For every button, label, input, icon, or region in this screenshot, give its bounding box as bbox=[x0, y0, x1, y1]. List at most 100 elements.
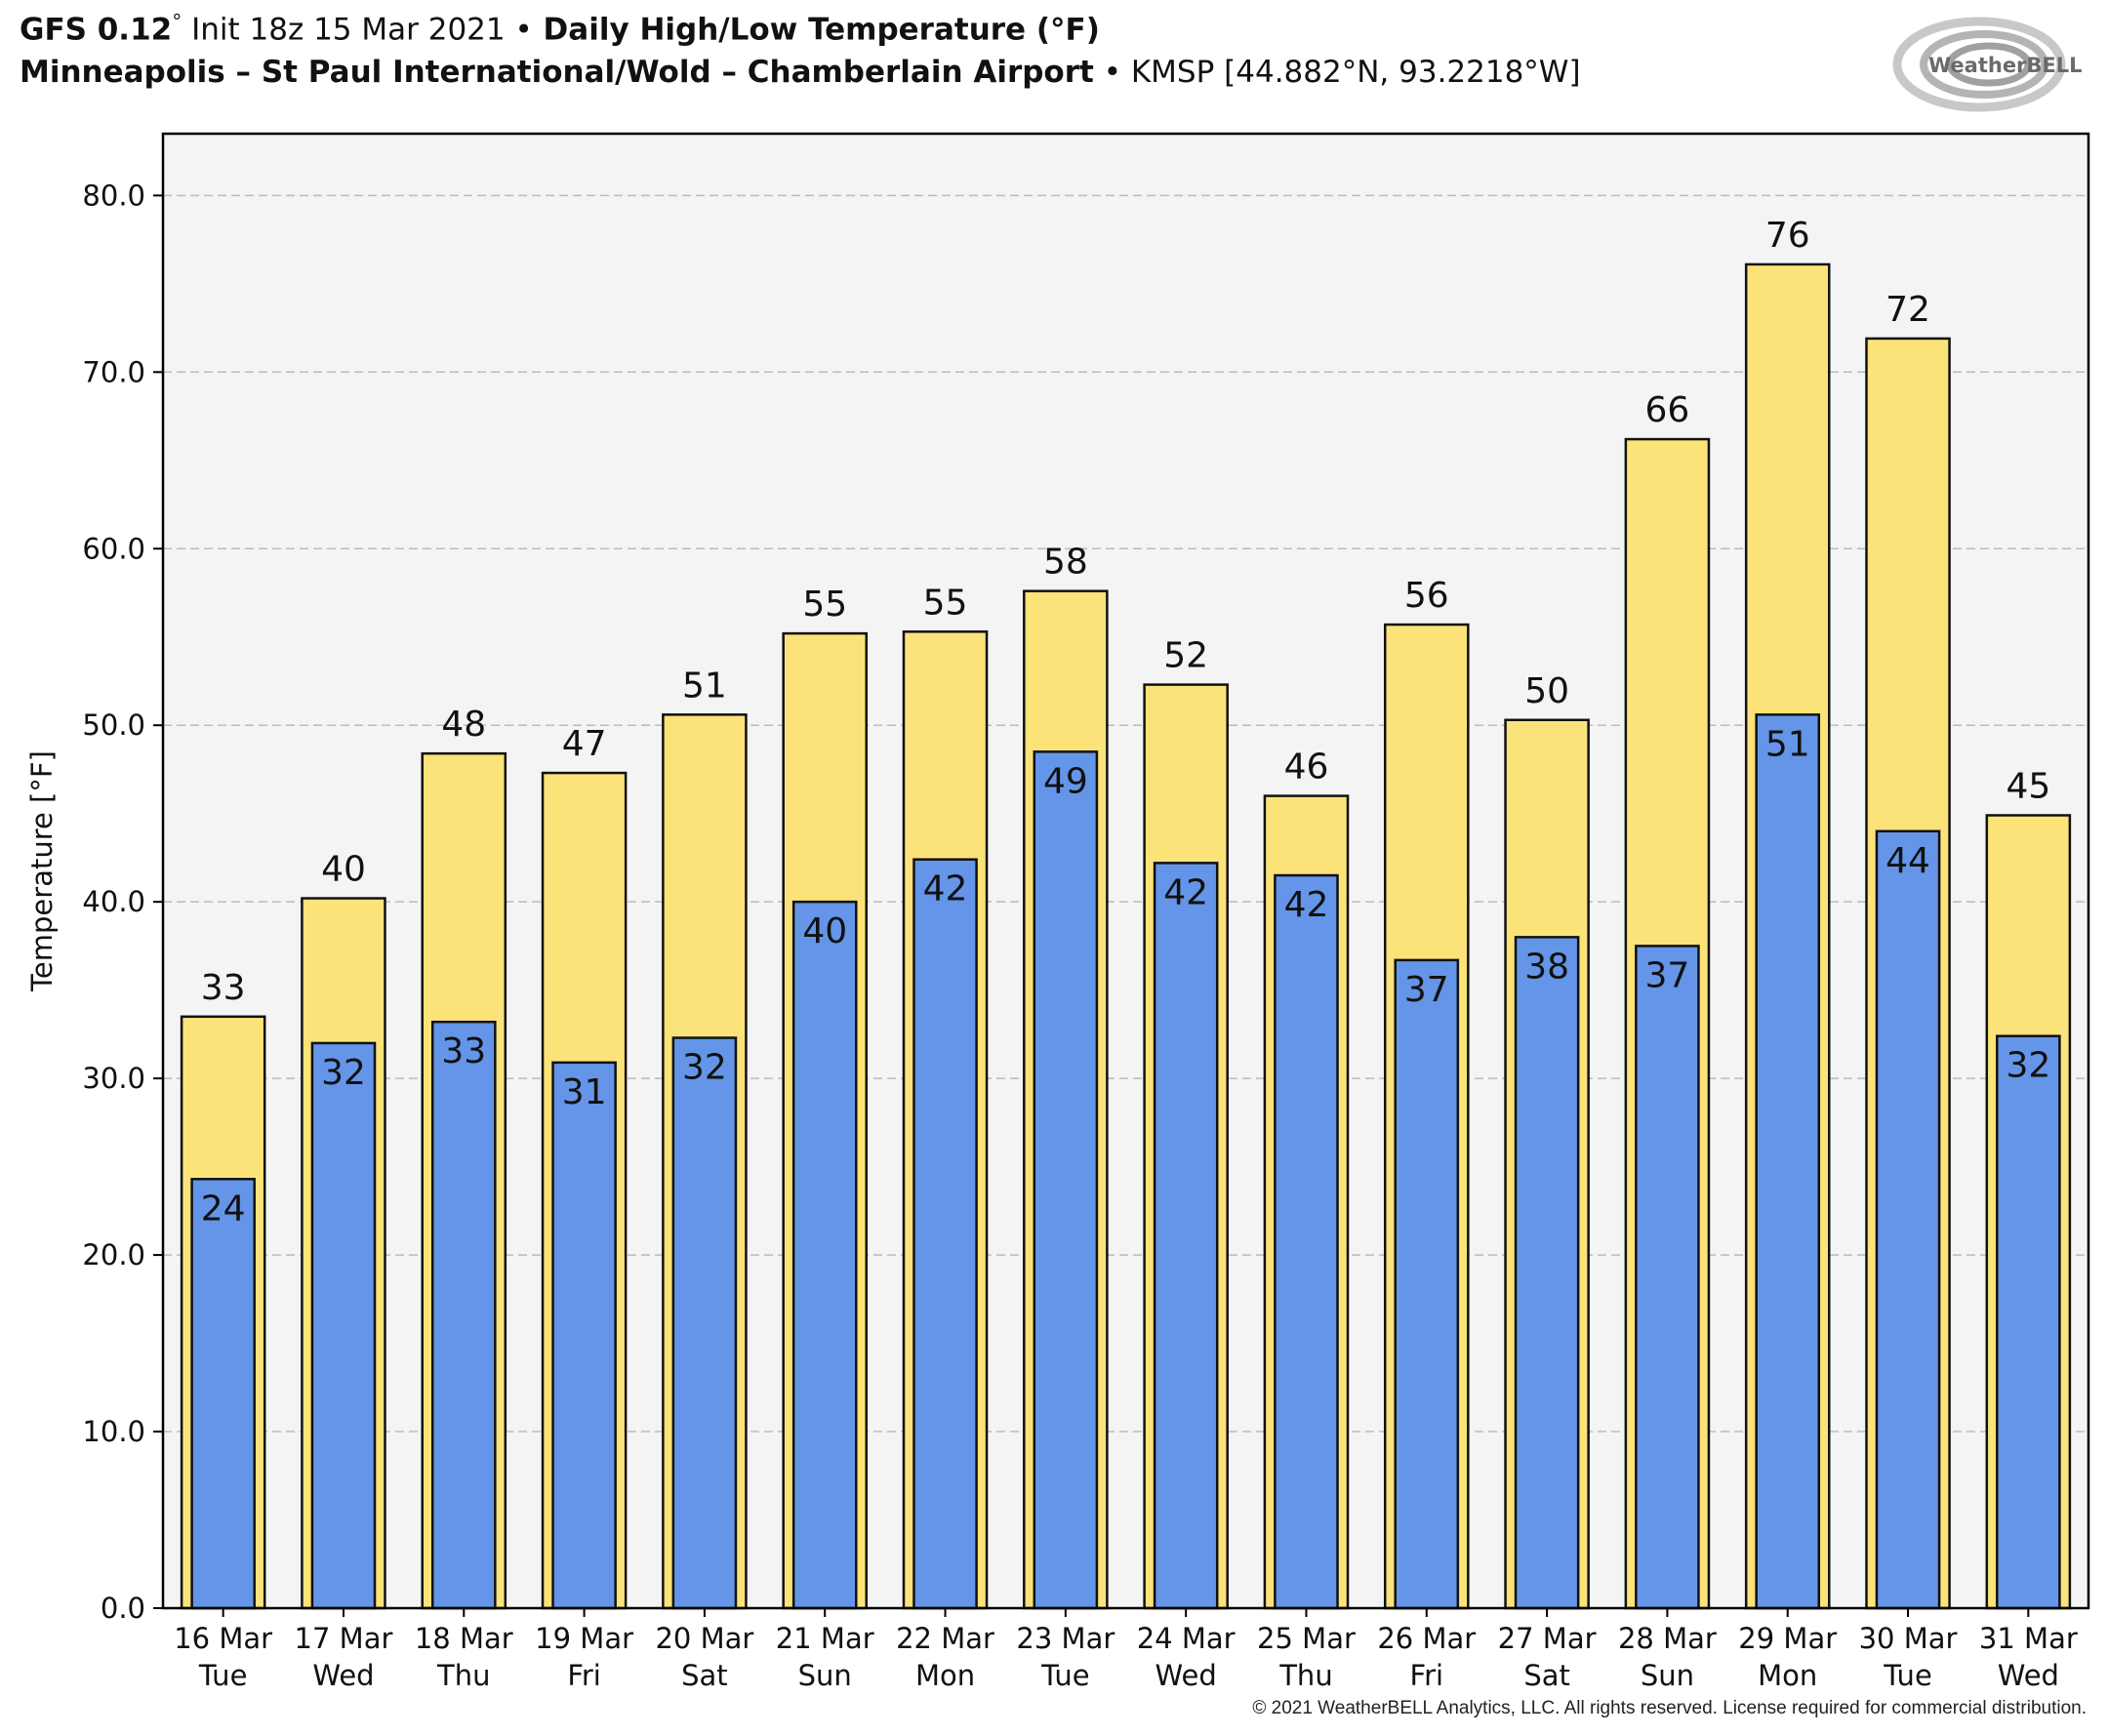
high-temp-label: 55 bbox=[802, 585, 847, 625]
y-tick-label: 30.0 bbox=[82, 1062, 145, 1095]
x-tick-day: Mon bbox=[1758, 1659, 1817, 1692]
low-temp-bar bbox=[430, 1020, 497, 1610]
high-temp-label: 40 bbox=[321, 850, 366, 890]
x-tick-day: Wed bbox=[1998, 1659, 2059, 1692]
low-temp-label: 37 bbox=[1404, 970, 1449, 1010]
low-temp-label: 31 bbox=[562, 1072, 607, 1112]
x-tick-date: 25 Mar bbox=[1257, 1622, 1356, 1655]
low-temp-bar bbox=[1755, 713, 1821, 1610]
x-tick-day: Thu bbox=[436, 1659, 490, 1692]
y-tick-label: 0.0 bbox=[101, 1592, 145, 1625]
x-tick-day: Tue bbox=[198, 1659, 248, 1692]
high-temp-label: 47 bbox=[562, 724, 607, 764]
x-tick-day: Wed bbox=[312, 1659, 374, 1692]
high-temp-label: 33 bbox=[201, 968, 246, 1008]
x-tick-date: 26 Mar bbox=[1377, 1622, 1476, 1655]
low-temp-bar bbox=[1394, 958, 1460, 1610]
low-temp-label: 49 bbox=[1043, 761, 1088, 801]
x-tick-date: 22 Mar bbox=[896, 1622, 994, 1655]
station-bullet: • bbox=[1103, 55, 1121, 90]
x-tick-day: Sat bbox=[1523, 1659, 1570, 1692]
y-tick-label: 20.0 bbox=[82, 1238, 145, 1272]
low-temp-bar bbox=[1514, 936, 1580, 1610]
low-temp-bar bbox=[1635, 945, 1700, 1610]
low-temp-label: 42 bbox=[1163, 872, 1208, 912]
weatherbell-swirl-logo: WeatherBELL bbox=[1892, 17, 2083, 112]
x-tick-date: 17 Mar bbox=[295, 1622, 393, 1655]
high-temp-label: 52 bbox=[1163, 636, 1208, 676]
low-temp-label: 38 bbox=[1524, 947, 1569, 987]
low-temp-label: 33 bbox=[441, 1031, 486, 1071]
low-temp-bar bbox=[912, 858, 978, 1610]
low-temp-bar bbox=[1274, 873, 1339, 1610]
y-tick-label: 10.0 bbox=[82, 1415, 145, 1448]
high-temp-label: 46 bbox=[1284, 747, 1329, 787]
high-temp-label: 45 bbox=[2006, 766, 2050, 806]
x-tick-day: Sat bbox=[681, 1659, 728, 1692]
high-temp-label: 76 bbox=[1765, 216, 1810, 256]
low-temp-label: 24 bbox=[201, 1189, 246, 1229]
high-temp-label: 72 bbox=[1885, 290, 1930, 330]
low-temp-bar bbox=[791, 900, 858, 1610]
low-temp-bar bbox=[310, 1041, 377, 1610]
high-temp-label: 50 bbox=[1524, 671, 1569, 711]
x-tick-date: 29 Mar bbox=[1738, 1622, 1837, 1655]
x-tick-day: Sun bbox=[1641, 1659, 1694, 1692]
y-tick-label: 80.0 bbox=[82, 179, 145, 212]
x-tick-day: Fri bbox=[567, 1659, 601, 1692]
degree-sign: ° bbox=[172, 10, 182, 33]
station-id: KMSP [44.882°N, 93.2218°W] bbox=[1121, 55, 1581, 90]
x-tick-date: 24 Mar bbox=[1137, 1622, 1236, 1655]
low-temp-label: 40 bbox=[802, 911, 847, 951]
chart-title-line2: Minneapolis – St Paul International/Wold… bbox=[20, 55, 1581, 90]
x-tick-date: 18 Mar bbox=[415, 1622, 513, 1655]
model-name: GFS 0.12 bbox=[20, 12, 173, 48]
x-tick-date: 28 Mar bbox=[1618, 1622, 1717, 1655]
low-temp-label: 32 bbox=[682, 1048, 727, 1088]
low-temp-bar bbox=[1875, 829, 1941, 1610]
low-temp-label: 42 bbox=[1284, 885, 1329, 925]
product-name: Daily High/Low Temperature (°F) bbox=[532, 12, 1100, 48]
x-tick-date: 19 Mar bbox=[535, 1622, 633, 1655]
x-tick-day: Sun bbox=[798, 1659, 852, 1692]
high-temp-label: 66 bbox=[1645, 390, 1690, 430]
low-temp-bar bbox=[190, 1178, 256, 1610]
x-tick-date: 27 Mar bbox=[1498, 1622, 1597, 1655]
high-temp-label: 58 bbox=[1043, 543, 1088, 583]
x-tick-date: 20 Mar bbox=[655, 1622, 753, 1655]
chart-title-line1: GFS 0.12° Init 18z 15 Mar 2021 • Daily H… bbox=[20, 10, 1100, 47]
low-temp-bar bbox=[1033, 750, 1099, 1610]
x-tick-day: Thu bbox=[1278, 1659, 1332, 1692]
plot-frame bbox=[161, 132, 2090, 1610]
low-temp-bar bbox=[1153, 862, 1219, 1610]
low-temp-label: 42 bbox=[923, 869, 968, 909]
x-tick-date: 23 Mar bbox=[1016, 1622, 1115, 1655]
y-tick-label: 50.0 bbox=[82, 708, 145, 742]
x-tick-day: Tue bbox=[1040, 1659, 1090, 1692]
x-tick-day: Wed bbox=[1155, 1659, 1217, 1692]
high-temp-label: 55 bbox=[923, 583, 968, 623]
y-tick-label: 40.0 bbox=[82, 885, 145, 918]
low-temp-label: 51 bbox=[1765, 724, 1810, 764]
logo-text: WeatherBELL bbox=[1928, 54, 2083, 77]
x-tick-day: Fri bbox=[1410, 1659, 1444, 1692]
low-temp-label: 44 bbox=[1885, 841, 1930, 881]
x-tick-date: 31 Mar bbox=[1979, 1622, 2078, 1655]
x-tick-date: 30 Mar bbox=[1859, 1622, 1958, 1655]
station-name: Minneapolis – St Paul International/Wold… bbox=[20, 55, 1094, 90]
low-temp-bar bbox=[1996, 1034, 2061, 1610]
low-temp-bar bbox=[551, 1061, 617, 1610]
x-tick-date: 21 Mar bbox=[776, 1622, 874, 1655]
y-tick-label: 60.0 bbox=[82, 532, 145, 565]
high-temp-label: 48 bbox=[441, 705, 486, 745]
y-axis-label: Temperature [°F] bbox=[25, 750, 59, 992]
low-temp-bar bbox=[671, 1036, 738, 1610]
x-tick-day: Mon bbox=[915, 1659, 975, 1692]
x-tick-date: 16 Mar bbox=[174, 1622, 272, 1655]
high-temp-label: 56 bbox=[1404, 576, 1449, 616]
copyright-notice: © 2021 WeatherBELL Analytics, LLC. All r… bbox=[1252, 1698, 2087, 1718]
title-bullet: • bbox=[514, 12, 533, 48]
init-time: Init 18z 15 Mar 2021 bbox=[182, 12, 515, 48]
y-tick-label: 70.0 bbox=[82, 355, 145, 388]
